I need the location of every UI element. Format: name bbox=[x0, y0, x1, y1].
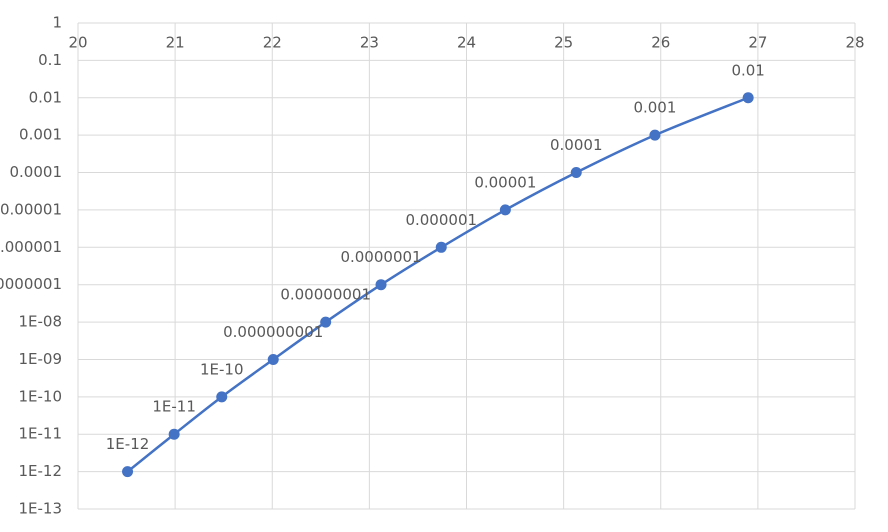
data-point bbox=[122, 466, 134, 478]
data-label: 0.001 bbox=[633, 99, 676, 117]
data-label: 0.00001 bbox=[474, 173, 536, 191]
y-tick-label: 1E-12 bbox=[18, 462, 62, 480]
data-label: 1E-11 bbox=[152, 398, 196, 416]
data-point bbox=[168, 428, 180, 440]
data-point bbox=[320, 316, 332, 328]
data-point bbox=[267, 353, 279, 365]
x-tick-label: 20 bbox=[68, 34, 87, 52]
y-tick-label: 1E-09 bbox=[18, 350, 62, 368]
data-label: 0.000000001 bbox=[223, 323, 323, 341]
data-label: 1E-10 bbox=[200, 360, 244, 378]
data-label: 0.00000001 bbox=[280, 286, 371, 304]
y-tick-label: 1E-13 bbox=[18, 500, 62, 518]
y-tick-label: 0.00001 bbox=[0, 200, 62, 218]
x-tick-label: 27 bbox=[748, 34, 767, 52]
y-tick-label: 0.1 bbox=[38, 51, 62, 69]
x-tick-label: 26 bbox=[651, 34, 670, 52]
x-tick-label: 25 bbox=[554, 34, 573, 52]
data-point bbox=[499, 204, 511, 216]
x-tick-label: 22 bbox=[263, 34, 282, 52]
data-label: 0.0000001 bbox=[340, 248, 421, 266]
y-tick-label: 0.000001 bbox=[0, 238, 62, 256]
y-tick-label: 0.01 bbox=[29, 88, 62, 106]
data-point bbox=[375, 279, 387, 291]
x-tick-label: 21 bbox=[166, 34, 185, 52]
data-point bbox=[742, 92, 754, 104]
data-point bbox=[570, 167, 582, 179]
x-tick-label: 28 bbox=[845, 34, 864, 52]
y-tick-label: 1E-08 bbox=[18, 313, 62, 331]
y-tick-label: 1E-10 bbox=[18, 387, 62, 405]
y-tick-label: 0.0000001 bbox=[0, 275, 62, 293]
data-point bbox=[435, 241, 447, 253]
data-label: 1E-12 bbox=[106, 435, 150, 453]
y-tick-label: 0.0001 bbox=[10, 163, 63, 181]
x-tick-label: 23 bbox=[360, 34, 379, 52]
y-tick-label: 0.001 bbox=[19, 126, 62, 144]
x-tick-label: 24 bbox=[457, 34, 476, 52]
y-tick-label: 1E-11 bbox=[18, 425, 62, 443]
data-label: 0.01 bbox=[731, 61, 764, 79]
data-point bbox=[649, 129, 661, 141]
data-point bbox=[216, 391, 228, 403]
data-label: 0.000001 bbox=[405, 211, 477, 229]
y-tick-label: 1 bbox=[52, 14, 62, 32]
data-label: 0.0001 bbox=[550, 136, 603, 154]
